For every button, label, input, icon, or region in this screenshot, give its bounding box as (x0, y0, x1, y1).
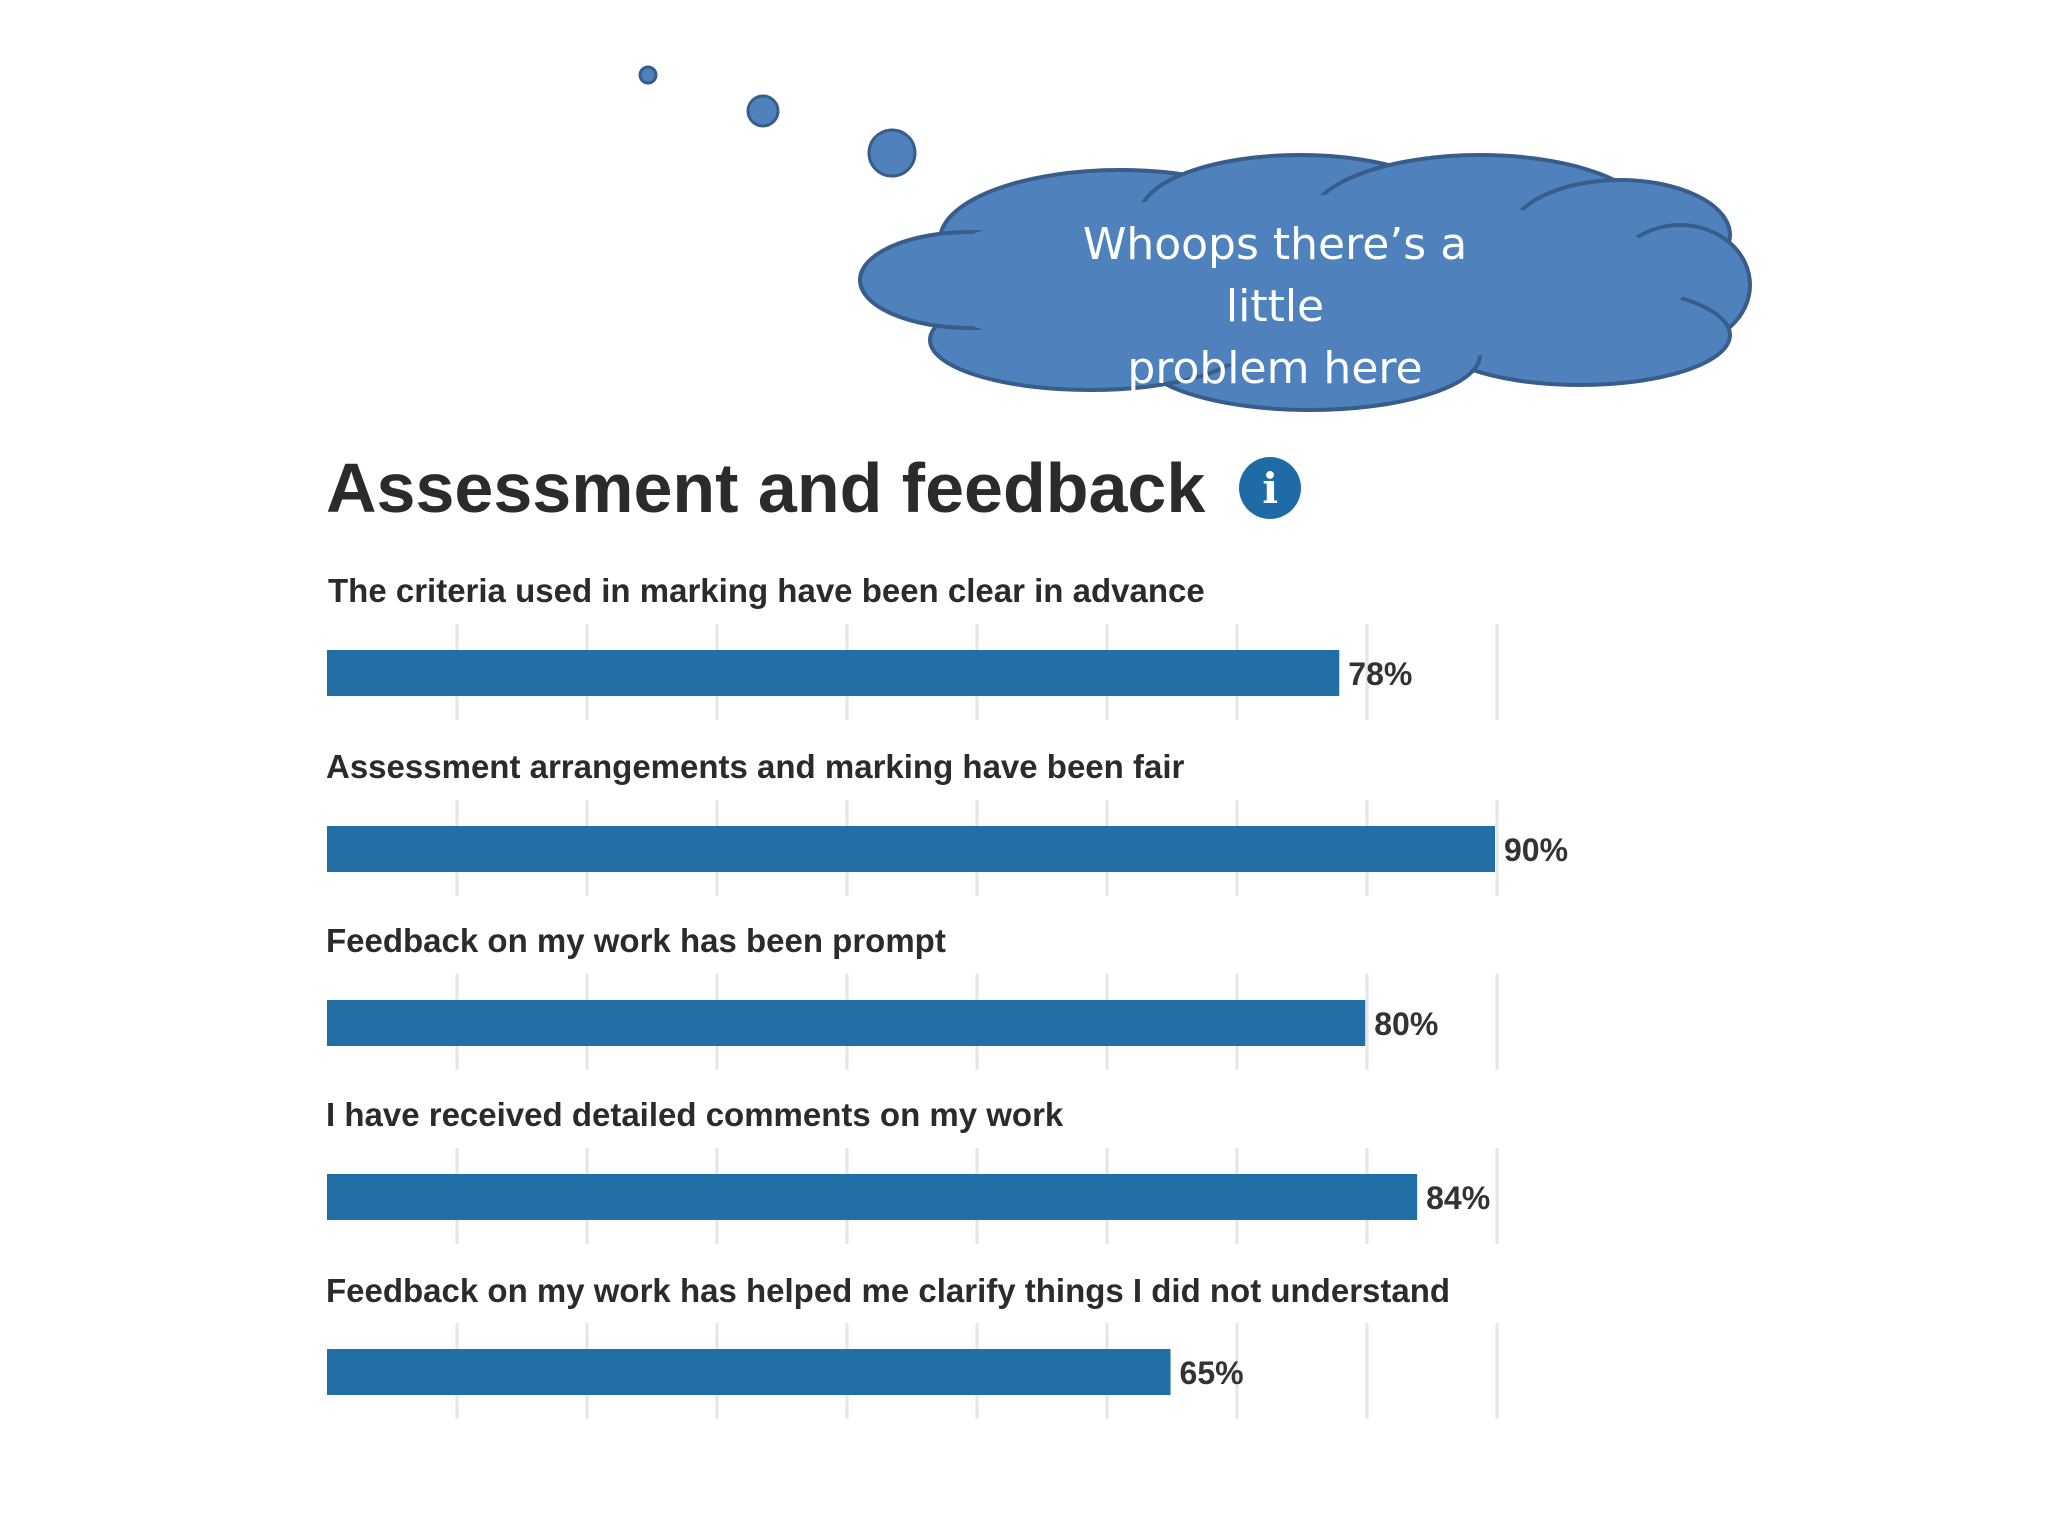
bar-4 (327, 1174, 1418, 1220)
thought-bubble-line-2: problem here (1127, 343, 1423, 394)
value-label-4: 84% (1426, 1180, 1491, 1216)
value-label-5: 65% (1179, 1355, 1244, 1391)
question-label-1: The criteria used in marking have been c… (328, 572, 1205, 609)
bar-5 (327, 1349, 1171, 1395)
question-label-5: Feedback on my work has helped me clarif… (326, 1272, 1451, 1309)
thought-bubble-text: Whoops there’s a little problem here (1040, 214, 1510, 400)
value-label-1: 78% (1348, 656, 1413, 692)
question-label-2: Assessment arrangements and marking have… (326, 748, 1185, 785)
section-heading: Assessment and feedback i (326, 448, 1302, 528)
page-title: Assessment and feedback (326, 449, 1206, 527)
value-label-2: 90% (1504, 832, 1569, 868)
question-label-4: I have received detailed comments on my … (326, 1096, 1064, 1133)
thought-bubble-line-1: Whoops there’s a little (1082, 219, 1468, 332)
bar-3 (327, 1000, 1366, 1046)
info-icon[interactable]: i (1239, 457, 1302, 519)
value-label-3: 80% (1374, 1006, 1439, 1042)
thought-dot-medium (746, 94, 780, 128)
bar-1 (327, 650, 1340, 696)
thought-dot-small (638, 65, 658, 85)
bar-2 (327, 826, 1495, 872)
thought-dot-large (867, 128, 917, 178)
question-label-3: Feedback on my work has been prompt (326, 922, 946, 959)
